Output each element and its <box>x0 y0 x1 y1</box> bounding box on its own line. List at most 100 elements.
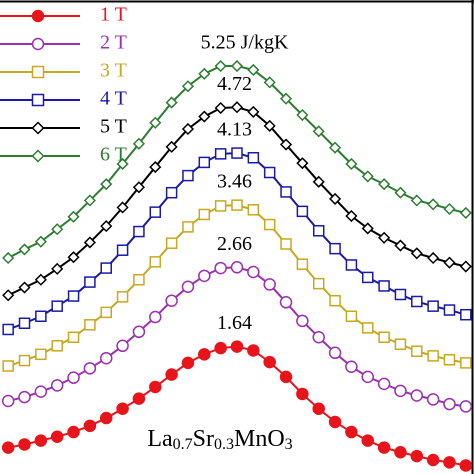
marker <box>460 308 472 321</box>
marker <box>427 251 440 265</box>
marker <box>361 222 374 235</box>
marker <box>378 331 390 343</box>
legend-marker <box>31 65 45 79</box>
marker <box>394 288 407 301</box>
marker <box>198 67 211 80</box>
series: 5.25 J/kgK <box>2 32 472 265</box>
marker <box>443 202 456 216</box>
marker <box>198 156 211 169</box>
marker <box>378 178 391 191</box>
marker <box>181 280 195 293</box>
formula-sub: 3 <box>285 436 293 453</box>
marker <box>427 300 439 312</box>
peak-label: 5.25 J/kgK <box>201 32 289 54</box>
series: 1.64 <box>1 312 473 472</box>
marker <box>280 238 292 250</box>
legend-marker <box>31 149 45 163</box>
marker <box>345 209 358 223</box>
peak-label: 3.46 <box>217 171 252 193</box>
marker <box>181 80 195 93</box>
marker <box>459 206 472 219</box>
marker <box>198 348 211 361</box>
marker <box>149 116 162 129</box>
marker <box>394 384 407 398</box>
marker <box>116 339 129 353</box>
legend-label: 2 T <box>100 32 127 54</box>
marker <box>18 390 31 404</box>
marker <box>18 281 31 294</box>
marker <box>312 277 325 290</box>
plot-area: 1.64 2.66 3.46 4.13 4.72 5.25 J/kgK <box>1 32 473 472</box>
marker <box>100 306 112 319</box>
legend: 1 T 2 T 3 T 4 T 5 T 6 T <box>0 4 127 166</box>
marker <box>329 192 342 205</box>
marker <box>51 340 63 352</box>
marker <box>312 125 325 138</box>
marker <box>345 310 358 323</box>
marker <box>18 354 31 367</box>
marker <box>2 323 14 336</box>
marker <box>378 280 390 292</box>
marker <box>410 194 423 207</box>
marker <box>198 208 211 221</box>
formula-sub: 0.7 <box>173 436 193 453</box>
marker <box>247 265 260 279</box>
marker <box>427 198 440 211</box>
marker <box>132 392 146 405</box>
marker <box>67 210 80 223</box>
marker <box>362 271 374 284</box>
marker <box>2 251 15 265</box>
marker <box>329 242 341 255</box>
marker <box>18 243 31 256</box>
marker <box>459 459 473 472</box>
marker <box>35 348 47 361</box>
marker <box>263 76 276 89</box>
marker <box>443 456 456 469</box>
marker <box>214 261 227 275</box>
marker <box>214 59 227 73</box>
formula-part: Sr <box>193 426 214 452</box>
marker <box>83 194 96 207</box>
formula-part: MnO <box>234 426 285 452</box>
marker <box>83 236 96 249</box>
marker <box>182 221 194 233</box>
marker <box>132 181 145 194</box>
legend-label: 5 T <box>100 116 127 138</box>
marker <box>312 402 325 415</box>
marker <box>328 346 342 360</box>
peak-label: 2.66 <box>217 233 252 255</box>
marker <box>410 389 424 402</box>
marker <box>149 206 162 218</box>
compound-formula: La0.7Sr0.3MnO3 <box>147 426 292 453</box>
marker <box>411 295 423 308</box>
marker <box>133 225 145 238</box>
marker <box>426 393 440 406</box>
marker <box>279 138 293 151</box>
marker <box>411 345 423 357</box>
legend-label: 4 T <box>100 88 127 110</box>
marker <box>263 166 276 179</box>
marker <box>427 350 439 362</box>
marker <box>247 204 260 216</box>
marker <box>99 351 113 365</box>
marker <box>181 122 195 136</box>
marker <box>296 314 309 328</box>
marker <box>18 317 31 330</box>
marker <box>51 300 63 312</box>
marker <box>247 344 260 357</box>
marker <box>99 411 113 425</box>
marker <box>18 438 31 451</box>
marker <box>279 370 293 384</box>
marker <box>394 239 407 252</box>
marker <box>263 218 276 231</box>
legend-marker <box>31 37 45 51</box>
marker <box>214 148 227 160</box>
marker <box>312 330 325 344</box>
legend-marker <box>31 93 45 107</box>
marker <box>214 341 227 355</box>
marker <box>230 101 244 114</box>
marker <box>1 394 15 408</box>
marker <box>443 304 456 316</box>
